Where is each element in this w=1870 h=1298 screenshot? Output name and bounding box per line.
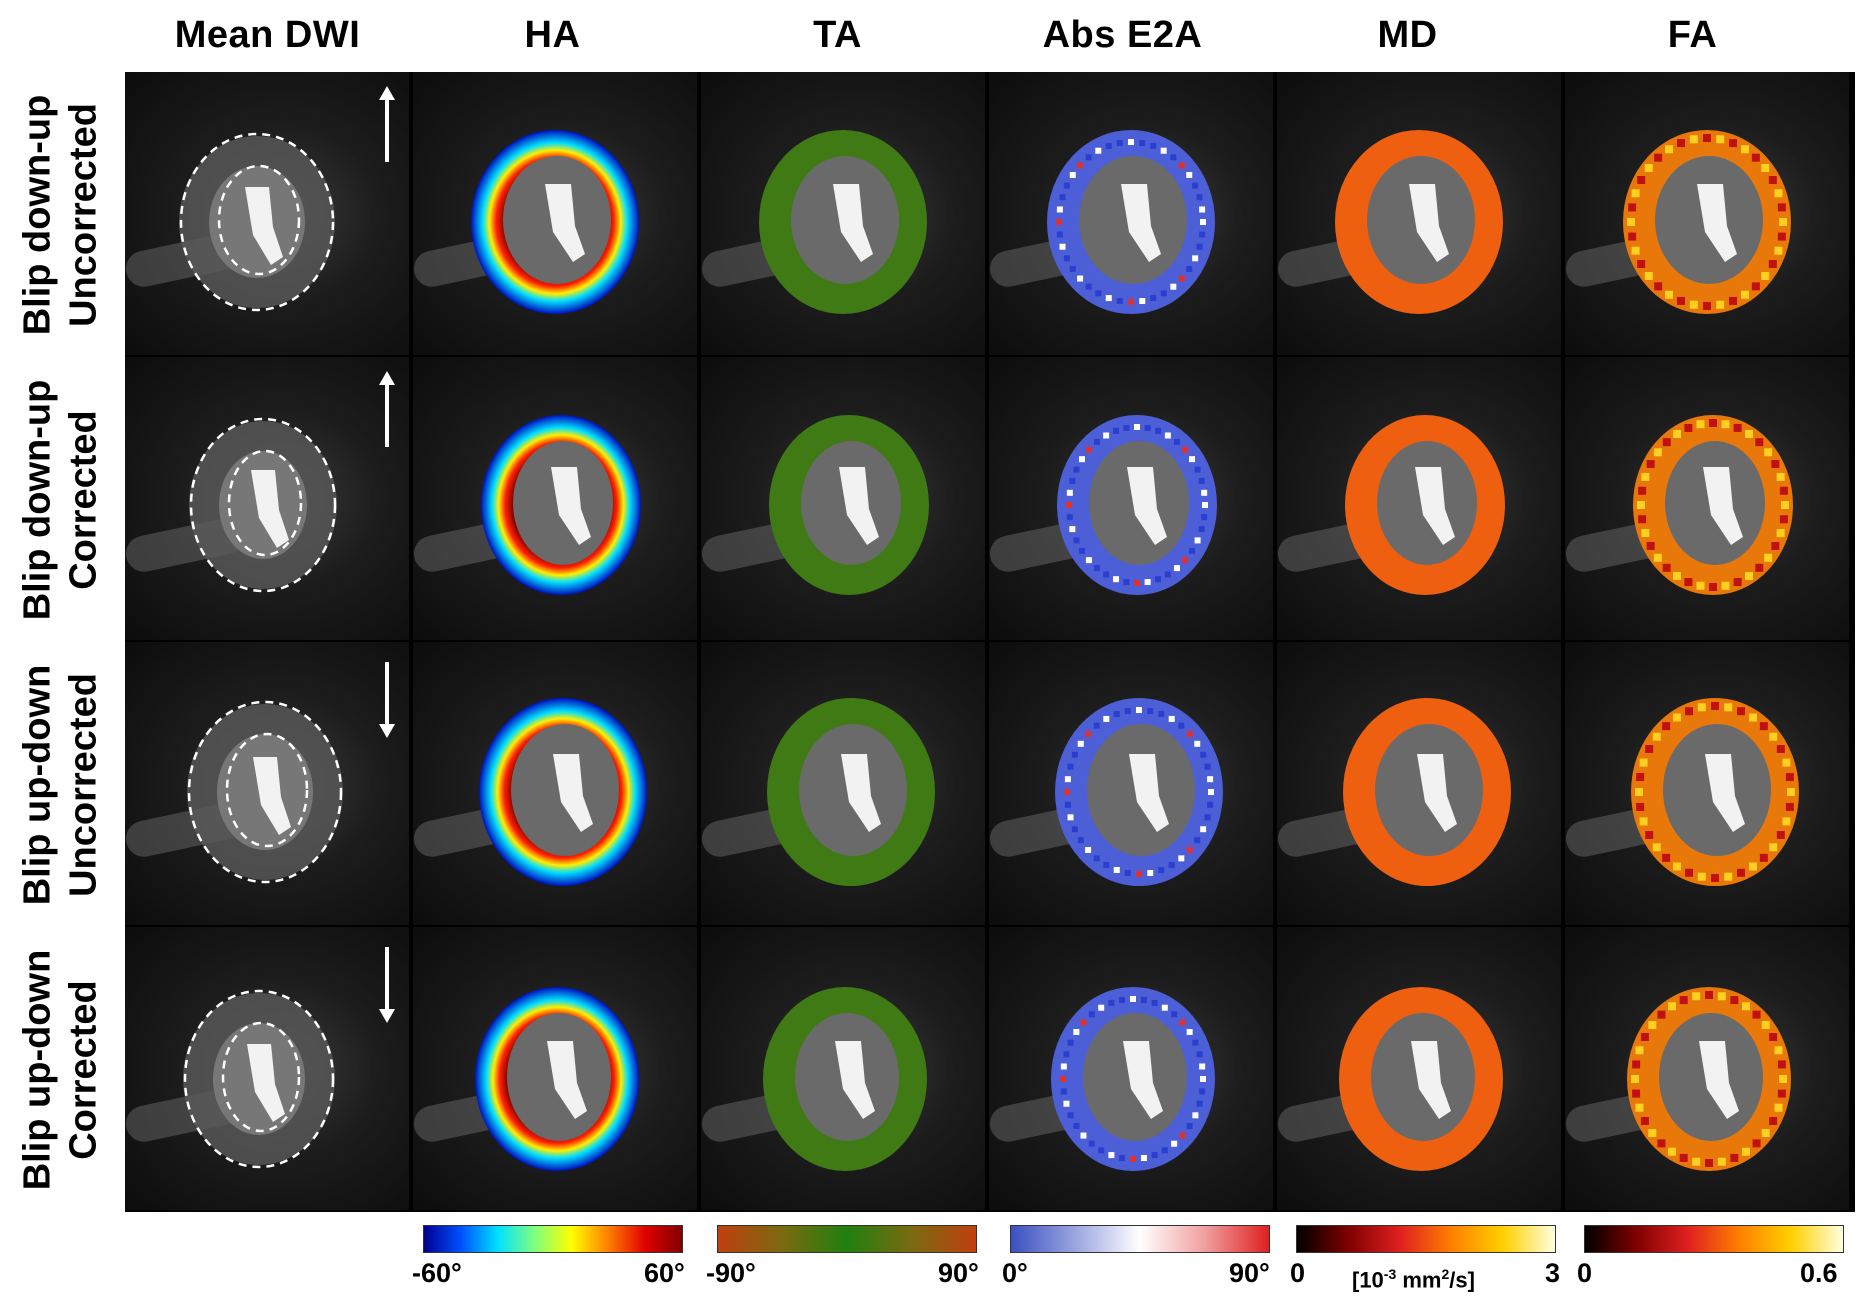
arrow-down-icon xyxy=(379,662,395,738)
colorbar-fa-max: 0.6 xyxy=(1800,1258,1838,1288)
row-label-1-line2: Uncorrected xyxy=(62,102,105,327)
column-header-ha: HA xyxy=(524,14,581,56)
image-cell-r1-ha xyxy=(413,72,697,355)
row-label-4: Blip up-down Corrected xyxy=(0,927,120,1212)
image-cell-r4-e2a xyxy=(989,927,1273,1210)
image-cell-r3-md xyxy=(1277,642,1561,925)
row-label-3-line2: Uncorrected xyxy=(62,672,105,897)
row-label-4-line1: Blip up-down xyxy=(16,949,59,1190)
image-cell-r3-ha xyxy=(413,642,697,925)
row-label-4-line2: Corrected xyxy=(62,979,105,1160)
column-header-fa: FA xyxy=(1667,14,1718,56)
row-label-2-line2: Corrected xyxy=(62,409,105,590)
colorbar-fa-min: 0 xyxy=(1577,1258,1593,1288)
image-cell-r1-e2a xyxy=(989,72,1273,355)
image-cell-r2-e2a xyxy=(989,357,1273,640)
column-header-md: MD xyxy=(1377,14,1438,56)
colorbar-md-min: 0 xyxy=(1290,1258,1306,1288)
image-cell-r2-dwi xyxy=(125,357,409,640)
column-header-abs-e2a: Abs E2A xyxy=(1042,14,1203,56)
colorbar-md-max: 3 xyxy=(1545,1258,1561,1288)
arrow-up-icon xyxy=(379,86,395,162)
image-cell-r4-dwi xyxy=(125,927,409,1210)
row-label-3: Blip up-down Uncorrected xyxy=(0,642,120,927)
image-cell-r1-dwi xyxy=(125,72,409,355)
image-cell-r4-ta xyxy=(701,927,985,1210)
image-grid xyxy=(125,72,1855,1212)
colorbar-ha xyxy=(423,1225,683,1253)
image-cell-r3-e2a xyxy=(989,642,1273,925)
colorbar-md-unit: [10-3 mm2/s] xyxy=(1352,1266,1475,1293)
image-cell-r4-ha xyxy=(413,927,697,1210)
image-cell-r1-ta xyxy=(701,72,985,355)
image-cell-r1-md xyxy=(1277,72,1561,355)
row-label-1-line1: Blip down-up xyxy=(16,94,59,335)
column-header-mean-dwi: Mean DWI xyxy=(174,14,361,56)
image-cell-r4-md xyxy=(1277,927,1561,1210)
colorbar-ha-max: 60° xyxy=(644,1258,685,1288)
colorbar-ta xyxy=(717,1225,977,1253)
column-header-ta: TA xyxy=(813,14,862,56)
colorbar-e2a-max: 90° xyxy=(1229,1258,1270,1288)
image-cell-r2-fa xyxy=(1565,357,1849,640)
row-label-3-line1: Blip up-down xyxy=(16,664,59,905)
row-label-1: Blip down-up Uncorrected xyxy=(0,72,120,357)
colorbar-md xyxy=(1296,1225,1556,1253)
colorbar-e2a xyxy=(1010,1225,1270,1253)
colorbar-ta-max: 90° xyxy=(938,1258,979,1288)
arrow-down-icon xyxy=(379,947,395,1023)
image-cell-r2-md xyxy=(1277,357,1561,640)
image-cell-r1-fa xyxy=(1565,72,1849,355)
row-label-2-line1: Blip down-up xyxy=(16,379,59,620)
arrow-up-icon xyxy=(379,371,395,447)
image-cell-r3-dwi xyxy=(125,642,409,925)
image-cell-r3-ta xyxy=(701,642,985,925)
colorbar-ta-min: -90° xyxy=(706,1258,756,1288)
image-cell-r3-fa xyxy=(1565,642,1849,925)
colorbar-e2a-min: 0° xyxy=(1002,1258,1028,1288)
colorbar-ha-min: -60° xyxy=(412,1258,462,1288)
image-cell-r2-ta xyxy=(701,357,985,640)
colorbar-fa xyxy=(1584,1225,1844,1253)
image-cell-r4-fa xyxy=(1565,927,1849,1210)
image-cell-r2-ha xyxy=(413,357,697,640)
row-label-2: Blip down-up Corrected xyxy=(0,357,120,642)
